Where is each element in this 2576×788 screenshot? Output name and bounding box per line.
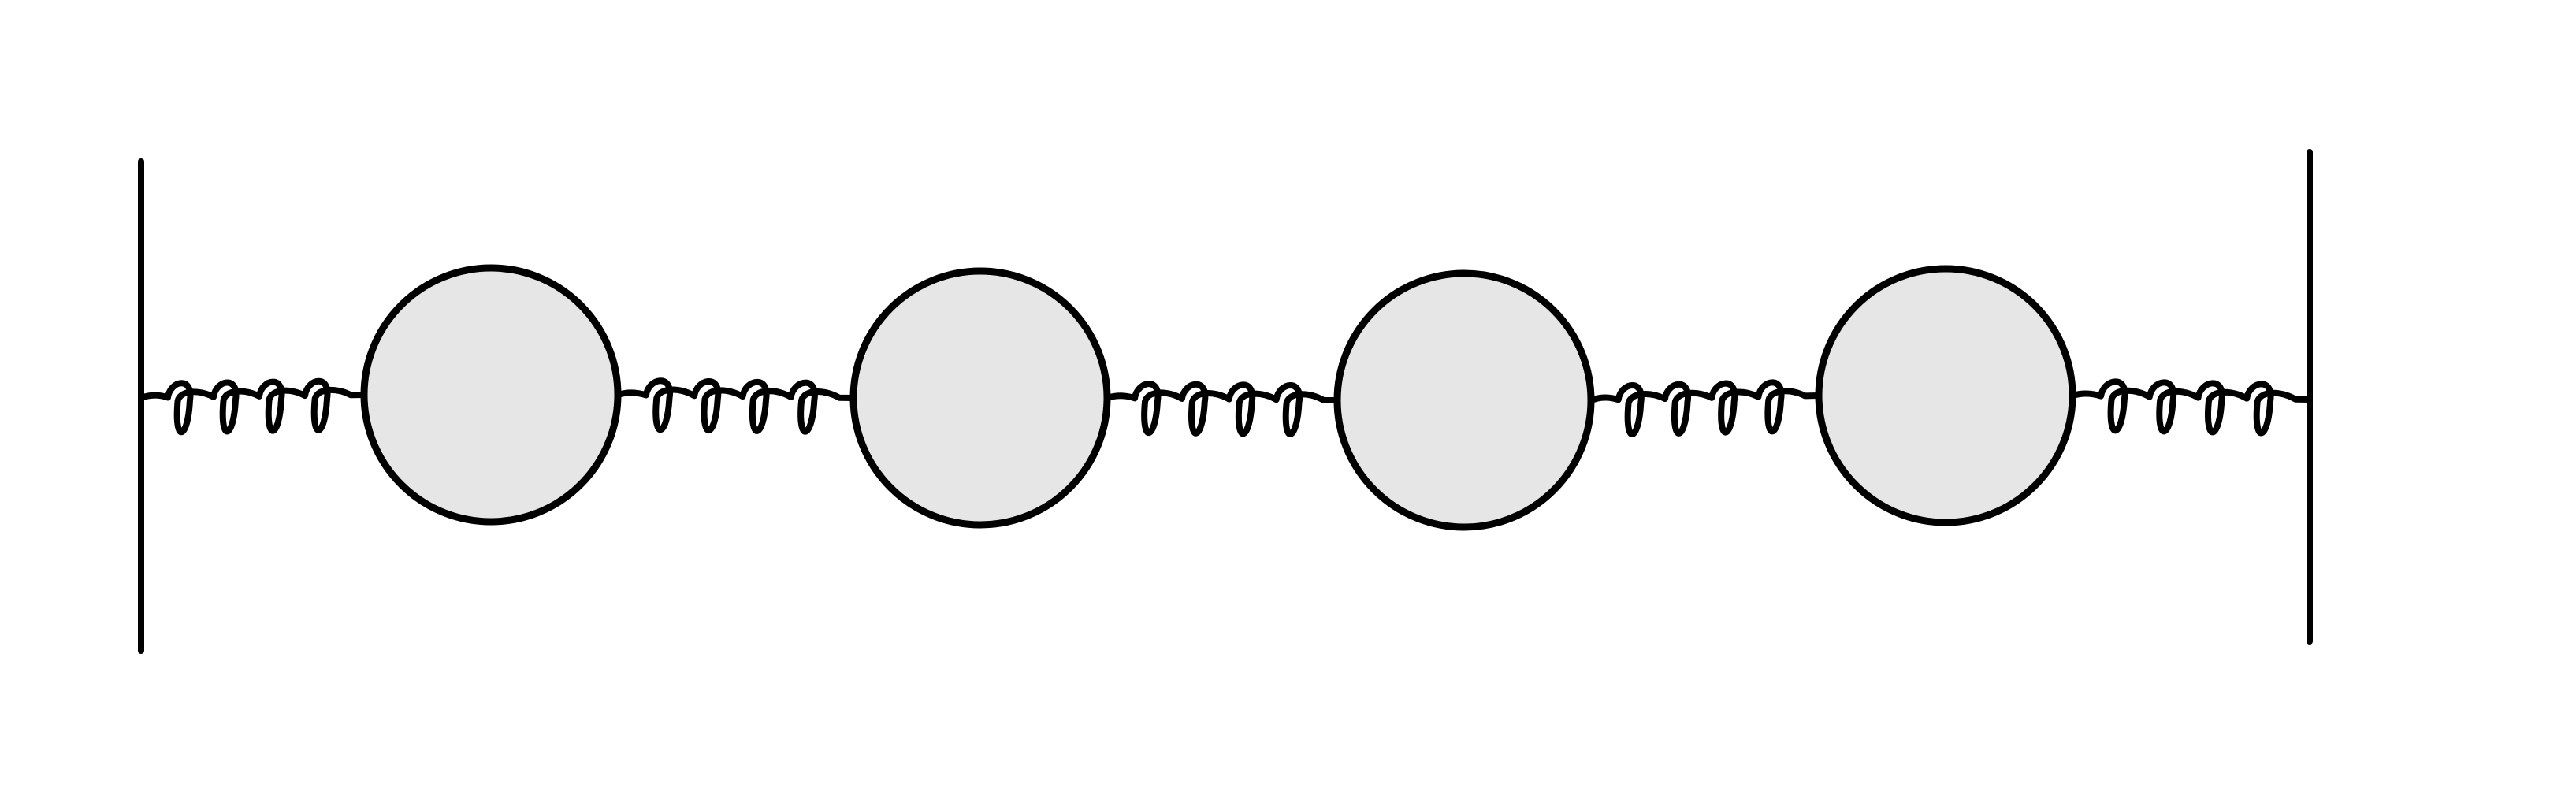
mass-3: [1333, 269, 1595, 531]
mass-1: [360, 264, 622, 526]
spring-3: [1104, 381, 1340, 437]
spring-2: [615, 377, 857, 435]
spring-4: [1588, 379, 1822, 438]
mass-4: [1815, 265, 2076, 526]
spring-5: [2069, 378, 2313, 437]
spring-1: [138, 377, 367, 436]
mass-2: [849, 267, 1111, 529]
springs-group: [138, 377, 2313, 438]
masses-group: [360, 264, 2076, 531]
